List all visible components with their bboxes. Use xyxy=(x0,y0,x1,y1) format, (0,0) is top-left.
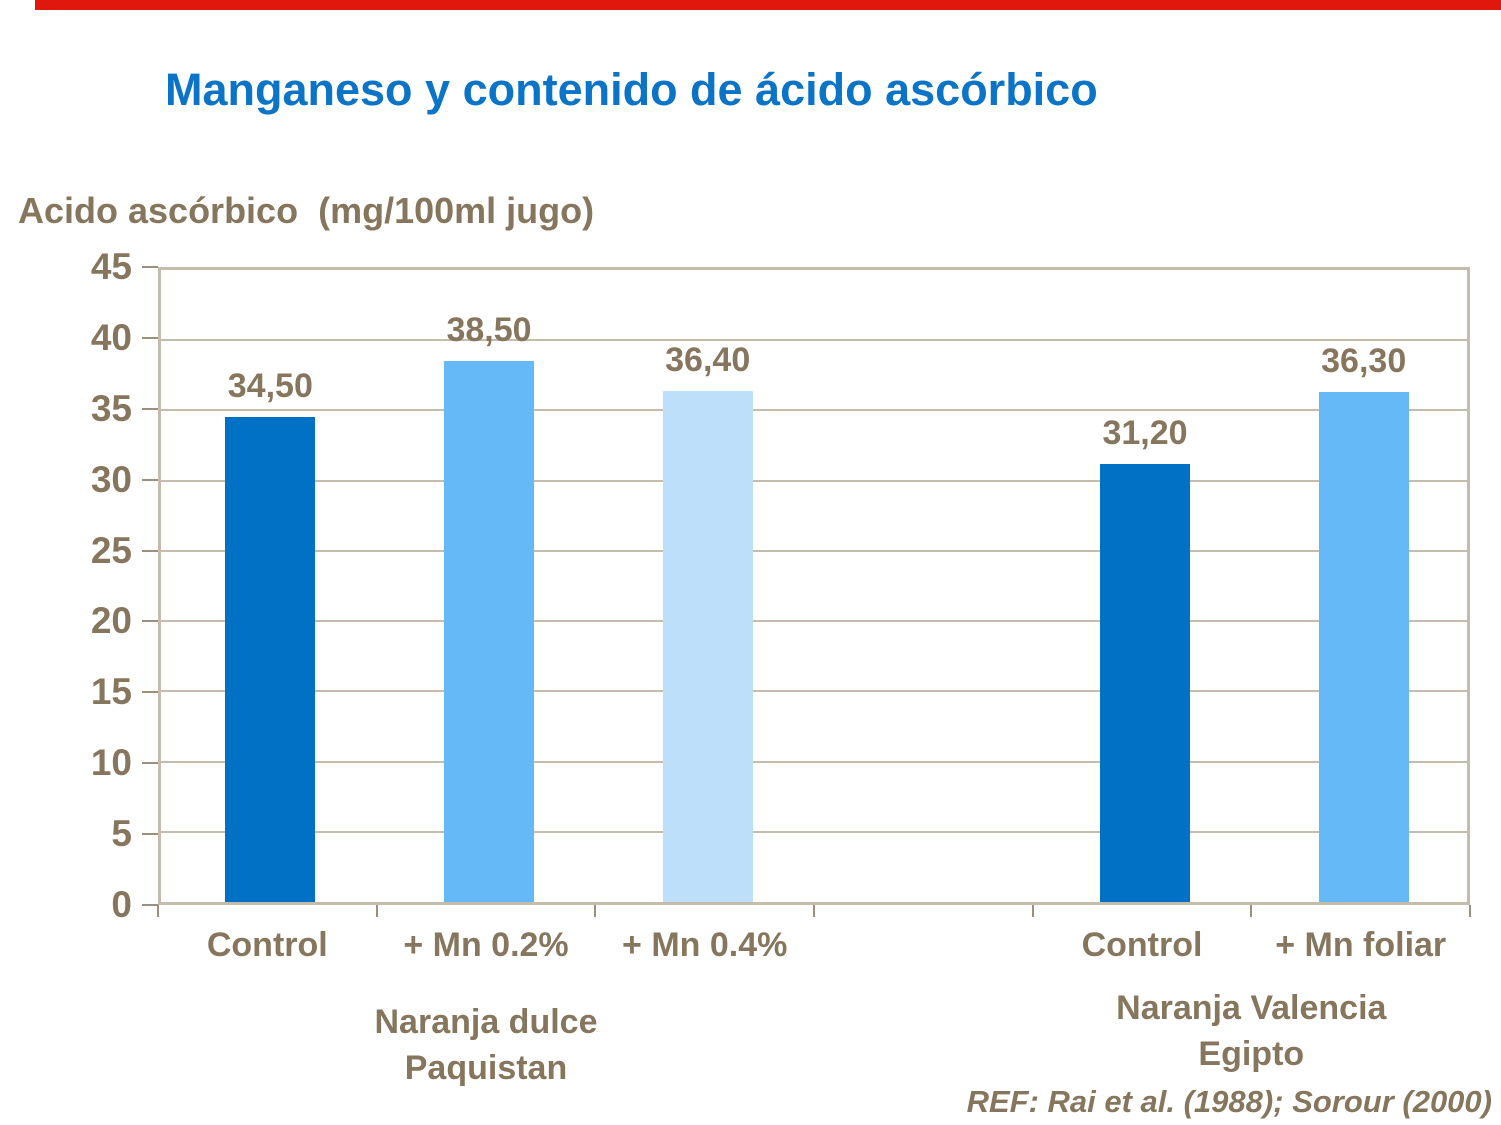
group-label-line2: Egipto xyxy=(1198,1034,1305,1073)
category-label--mn-0-2-: + Mn 0.2% xyxy=(403,926,569,964)
category-label--mn-0-4-: + Mn 0.4% xyxy=(622,926,788,964)
bar-value-label: 36,30 xyxy=(1321,342,1407,381)
gridline xyxy=(161,409,1467,412)
bar-control xyxy=(225,417,316,902)
y-axis-tick-mark xyxy=(142,833,158,836)
y-axis-tick-label: 5 xyxy=(111,813,132,855)
bar-value-label: 36,40 xyxy=(665,340,751,379)
y-axis-tick-mark xyxy=(142,549,158,552)
y-axis-tick-label: 35 xyxy=(90,387,132,429)
bar--mn-0-2- xyxy=(444,361,534,902)
x-axis-tick-mark xyxy=(813,905,815,917)
gridline xyxy=(161,690,1467,693)
y-axis-tick-label: 15 xyxy=(90,671,132,713)
y-axis-tick-mark xyxy=(142,904,158,906)
x-axis-tick-mark xyxy=(594,905,597,917)
reference-citation: REF: Rai et al. (1988); Sorour (2000) xyxy=(966,1084,1492,1119)
bar-value-label: 38,50 xyxy=(446,311,532,350)
bar-value-label: 34,50 xyxy=(227,367,313,406)
y-axis-tick-label: 0 xyxy=(111,884,132,925)
chart-title: Manganeso y contenido de ácido ascórbico xyxy=(165,64,1098,115)
bar--mn-foliar xyxy=(1318,392,1409,902)
category-label-control: Control xyxy=(206,926,328,964)
bar-value-label: 31,20 xyxy=(1102,413,1188,452)
y-axis-tick-label: 40 xyxy=(90,316,132,358)
y-axis-tick-label: 10 xyxy=(90,742,132,784)
group-label-line2: Paquistan xyxy=(404,1048,568,1087)
group-label-naranja-valencia: Naranja Valencia Egipto xyxy=(1031,986,1471,1077)
y-axis-tick-mark xyxy=(142,691,158,694)
x-axis-tick-mark xyxy=(1469,905,1471,917)
gridline xyxy=(161,549,1467,552)
bar-control xyxy=(1100,463,1190,902)
y-axis-tick-mark xyxy=(142,762,158,765)
gridline xyxy=(161,760,1467,763)
y-axis-tick-label: 20 xyxy=(90,600,132,642)
y-axis-tick-mark xyxy=(142,407,158,410)
top-accent-bar xyxy=(35,0,1501,10)
group-label-line1: Naranja Valencia xyxy=(1116,989,1387,1027)
y-axis-tick-label: 30 xyxy=(90,458,132,500)
gridline xyxy=(161,339,1467,342)
y-axis-tick-mark xyxy=(142,478,158,481)
y-axis-tick-label: 45 xyxy=(90,246,132,287)
y-axis-tick-mark xyxy=(142,336,158,339)
group-label-naranja-dulce: Naranja dulce Paquistan xyxy=(266,1000,706,1091)
y-axis-title: Acido ascórbico (mg/100ml jugo) xyxy=(18,190,595,231)
category-label-control: Control xyxy=(1081,926,1203,964)
group-label-line1: Naranja dulce xyxy=(374,1003,598,1041)
x-axis-tick-mark xyxy=(157,905,159,917)
gridline xyxy=(161,620,1467,623)
x-axis-tick-mark xyxy=(1031,905,1034,917)
y-axis-tick-label: 25 xyxy=(90,529,132,571)
y-axis-tick-mark xyxy=(142,620,158,623)
bar--mn-0-4- xyxy=(662,390,753,902)
x-axis-tick-mark xyxy=(375,905,378,917)
plot-area: 34,50 38,50 36,40 31,20 36,30 xyxy=(158,267,1470,905)
gridline xyxy=(161,479,1467,482)
y-axis-tick-mark xyxy=(142,266,158,268)
category-label--mn-foliar: + Mn foliar xyxy=(1275,926,1447,964)
gridline xyxy=(161,830,1467,833)
x-axis-tick-mark xyxy=(1250,905,1253,917)
